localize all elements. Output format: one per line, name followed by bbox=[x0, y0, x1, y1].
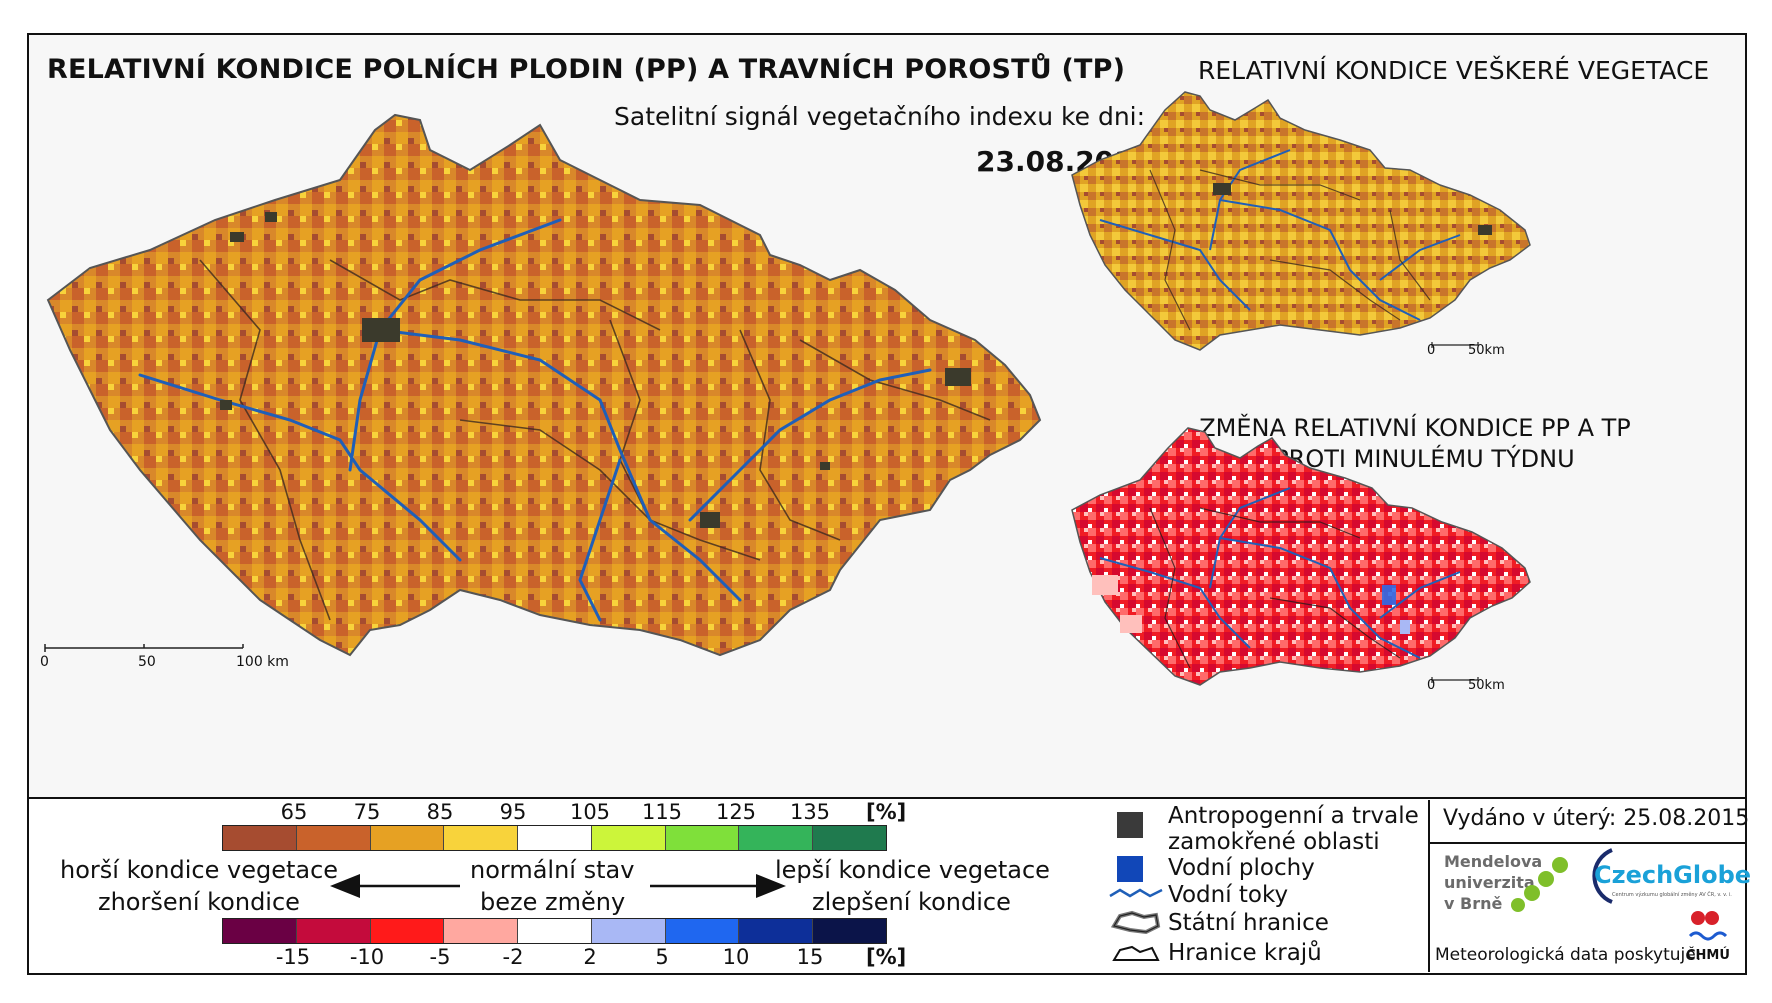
normal-label-line2: beze změny bbox=[480, 888, 626, 916]
change-tick: -10 bbox=[349, 945, 385, 969]
change-unit: [%] bbox=[866, 945, 907, 969]
better-label-line1: lepší kondice vegetace bbox=[775, 856, 1050, 884]
main-title: RELATIVNÍ KONDICE POLNÍCH PLODIN (PP) A … bbox=[47, 54, 1126, 85]
czechglobe-subtitle: Centrum výzkumu globální změny AV ČR, v.… bbox=[1612, 892, 1732, 898]
condition-tick: 115 bbox=[641, 800, 683, 824]
change-map-regions bbox=[1149, 507, 1401, 669]
change-legend-ticks: -15 -10 -5 -2 2 5 10 15 bbox=[0, 945, 1000, 971]
change-swatch-4 bbox=[518, 919, 592, 943]
change-tick: -15 bbox=[275, 945, 311, 969]
condition-tick: 65 bbox=[280, 800, 308, 824]
condition-swatch-5 bbox=[591, 826, 666, 850]
change-tick: -2 bbox=[502, 945, 524, 969]
legend-separator bbox=[29, 797, 1745, 799]
vegetation-map-regions bbox=[1149, 169, 1431, 331]
vegetation-map-title: RELATIVNÍ KONDICE VEŠKERÉ VEGETACE bbox=[1198, 56, 1710, 85]
change-title-line1: ZMĚNA RELATIVNÍ KONDICE PP A TP bbox=[1199, 414, 1631, 442]
change-tick: 15 bbox=[796, 945, 824, 969]
rivers-label: Vodní toky bbox=[1168, 882, 1289, 908]
condition-swatch-0 bbox=[223, 826, 297, 850]
change-swatch-1 bbox=[296, 919, 371, 943]
czechglobe-logo-text: CzechGlobe bbox=[1594, 861, 1752, 889]
condition-swatch-6 bbox=[665, 826, 740, 850]
change-swatch-8 bbox=[813, 919, 887, 943]
condition-swatch-2 bbox=[370, 826, 445, 850]
main-scalebar bbox=[44, 644, 244, 652]
legend-arrows bbox=[330, 874, 786, 898]
issued-box bbox=[1430, 800, 1747, 844]
change-swatch-6 bbox=[665, 919, 740, 943]
issued-date: Vydáno v úterý: 25.08.2015 bbox=[1443, 806, 1750, 831]
main-condition-map bbox=[44, 113, 1042, 657]
change-color-bar bbox=[222, 918, 887, 944]
change-tick: 10 bbox=[722, 945, 750, 969]
anthropogenic-label-line1: Antropogenní a trvale bbox=[1168, 803, 1419, 829]
condition-legend-ticks: 65 75 85 95 105 115 125 135 bbox=[0, 800, 1000, 826]
river-line-icon bbox=[1109, 888, 1163, 898]
change-swatch-2 bbox=[370, 919, 445, 943]
vegetation-map-rivers bbox=[1099, 149, 1461, 321]
condition-change-map bbox=[1071, 427, 1531, 686]
better-label-line2: zlepšení kondice bbox=[812, 888, 1011, 916]
condition-swatch-7 bbox=[739, 826, 814, 850]
condition-color-bar bbox=[222, 825, 887, 851]
region-border-icon bbox=[1112, 945, 1160, 961]
condition-tick: 75 bbox=[353, 800, 381, 824]
mendel-logo-dots-icon bbox=[1511, 857, 1568, 912]
meteo-data-label: Meteorologická data poskytuje: bbox=[1435, 945, 1702, 965]
vegetation-map-outline bbox=[1071, 91, 1531, 351]
worse-label-line1: horší kondice vegetace bbox=[60, 856, 339, 884]
change-scalebar bbox=[1431, 677, 1479, 683]
change-tick: 2 bbox=[583, 945, 597, 969]
water-bodies-label: Vodní plochy bbox=[1168, 855, 1315, 881]
chmu-logo-text: ČHMÚ bbox=[1686, 948, 1730, 963]
vegetation-condition-map bbox=[1071, 91, 1531, 351]
condition-swatch-4 bbox=[518, 826, 592, 850]
region-border-label: Hranice krajů bbox=[1168, 940, 1322, 966]
change-tick: 5 bbox=[655, 945, 669, 969]
change-scalebar-tick-50: 50km bbox=[1468, 678, 1505, 693]
condition-swatch-8 bbox=[813, 826, 887, 850]
main-scalebar-tick-50: 50 bbox=[138, 654, 156, 670]
vegetation-scalebar bbox=[1431, 342, 1479, 348]
chmu-logo-icon bbox=[1688, 911, 1728, 941]
change-swatch-5 bbox=[591, 919, 666, 943]
main-scalebar-tick-0: 0 bbox=[40, 654, 49, 670]
anthropogenic-swatch bbox=[1117, 812, 1143, 838]
vegetation-scalebar-tick-50: 50km bbox=[1468, 343, 1505, 358]
state-border-icon bbox=[1110, 910, 1161, 935]
change-scalebar-tick-0: 0 bbox=[1427, 678, 1436, 693]
region-borders bbox=[199, 259, 991, 621]
mendel-logo-text-3: v Brně bbox=[1444, 894, 1503, 913]
change-swatch-3 bbox=[444, 919, 519, 943]
czechglobe-arc-icon bbox=[1592, 848, 1613, 904]
state-border-label: Státní hranice bbox=[1168, 910, 1329, 936]
change-map-rivers bbox=[1099, 487, 1461, 659]
change-tick: -5 bbox=[429, 945, 451, 969]
change-swatch-0 bbox=[223, 919, 297, 943]
change-swatch-7 bbox=[739, 919, 814, 943]
condition-swatch-3 bbox=[444, 826, 519, 850]
czech-republic-outline bbox=[46, 113, 1042, 657]
condition-tick: 95 bbox=[499, 800, 527, 824]
mendel-logo-text-2: univerzita bbox=[1444, 873, 1535, 892]
mendel-logo-text-1: Mendelova bbox=[1444, 852, 1543, 871]
condition-tick: 105 bbox=[569, 800, 611, 824]
worse-label-line2: zhoršení kondice bbox=[98, 888, 300, 916]
condition-tick: 135 bbox=[789, 800, 831, 824]
condition-tick: 125 bbox=[715, 800, 757, 824]
footer-panel bbox=[1428, 800, 1747, 972]
vegetation-scalebar-tick-0: 0 bbox=[1427, 343, 1436, 358]
condition-tick: 85 bbox=[426, 800, 454, 824]
condition-unit: [%] bbox=[866, 800, 907, 824]
condition-swatch-1 bbox=[296, 826, 371, 850]
anthropogenic-label-line2: zamokřené oblasti bbox=[1168, 829, 1380, 855]
main-scalebar-tick-100: 100 km bbox=[236, 654, 289, 670]
subtitle: Satelitní signál vegetačního indexu ke d… bbox=[614, 102, 1146, 131]
anthropogenic-areas bbox=[220, 212, 971, 528]
normal-label-line1: normální stav bbox=[470, 856, 635, 884]
water-bodies-swatch bbox=[1117, 856, 1143, 882]
